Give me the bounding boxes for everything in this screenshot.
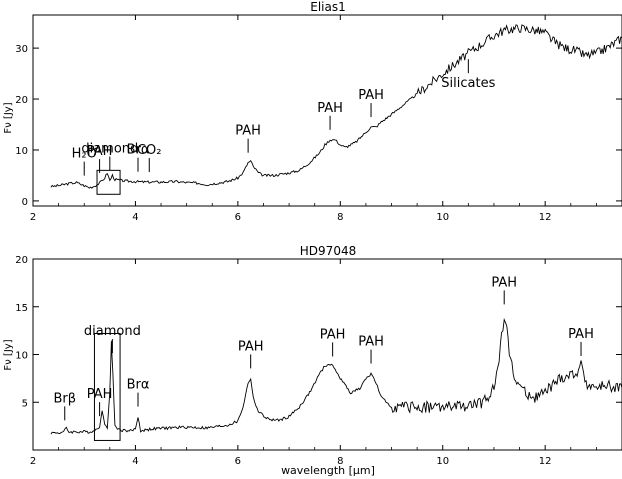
annotation-label: CO₂ [137,143,162,158]
annotation-label: diamond [81,142,138,157]
hd97048-x-ticks: 2 4 6 8 10 12 [30,259,622,467]
y-tick-label: 0 [22,197,28,208]
x-tick-label: 6 [235,212,241,223]
y-tick-label: 20 [15,255,28,266]
hd97048-feature-box [93,332,121,441]
y-tick-label: 15 [15,303,28,314]
hd97048-plot-frame [32,258,622,451]
annotation-label: H₂O [72,147,97,162]
annotation-label: PAH [491,275,517,290]
hd97048-y-axis-label: Fν [Jy] [3,339,14,370]
elias1-y-ticks: 0 10 20 30 [15,44,622,208]
y-tick-label: 20 [15,95,28,106]
elias1-x-ticks: 2 4 6 8 10 12 [30,15,622,223]
x-tick-label: 4 [132,212,138,223]
hd97048-title: HD97048 [300,244,356,258]
annotation-label: PAH [235,124,261,139]
annotation-label: PAH [317,101,343,116]
hd97048-y-ticks: 5 10 15 20 [15,255,622,409]
hd97048-panel: HD97048 Fν [Jy] wavelength [μm] 2 4 6 8 10 12… [3,244,622,477]
annotation-label: PAH [358,335,384,350]
annotation-label: diamond [84,324,141,339]
annotation-label: Brα [127,143,150,158]
annotation-label: PAH [568,327,594,342]
x-tick-label: 12 [539,212,552,223]
annotation-label: PAH [358,88,384,103]
elias1-plot-frame [32,14,622,207]
elias1-y-axis-label: Fν [Jy] [3,102,14,133]
y-tick-label: 10 [15,146,28,157]
annotation-label: Brβ [53,391,76,406]
elias1-feature-box [96,169,121,195]
y-tick-label: 5 [22,398,28,409]
elias1-title: Elias1 [310,0,346,14]
x-tick-label: 8 [337,212,343,223]
x-tick-label: 4 [132,456,138,467]
x-tick-label: 10 [436,456,449,467]
x-tick-label: 2 [30,456,36,467]
annotation-label: PAH [320,327,346,342]
annotation-label: Brα [127,378,150,393]
x-tick-label: 2 [30,212,36,223]
y-tick-label: 30 [15,44,28,55]
elias1-spectrum-line [50,24,622,189]
hd97048-spectrum-line [50,317,622,435]
annotation-label: PAH [87,144,113,159]
hd97048-annotations: Brβ PAH diamond Brα PAH PAH PAH PAH PAH [53,275,594,421]
x-axis-label: wavelength [μm] [281,464,375,477]
x-tick-label: 8 [337,456,343,467]
annotation-label: PAH [87,387,113,402]
x-tick-label: 12 [539,456,552,467]
annotation-label: PAH [238,339,264,354]
y-tick-label: 10 [15,351,28,362]
annotation-label: Silicates [441,76,495,91]
x-tick-label: 6 [235,456,241,467]
x-tick-label: 10 [436,212,449,223]
